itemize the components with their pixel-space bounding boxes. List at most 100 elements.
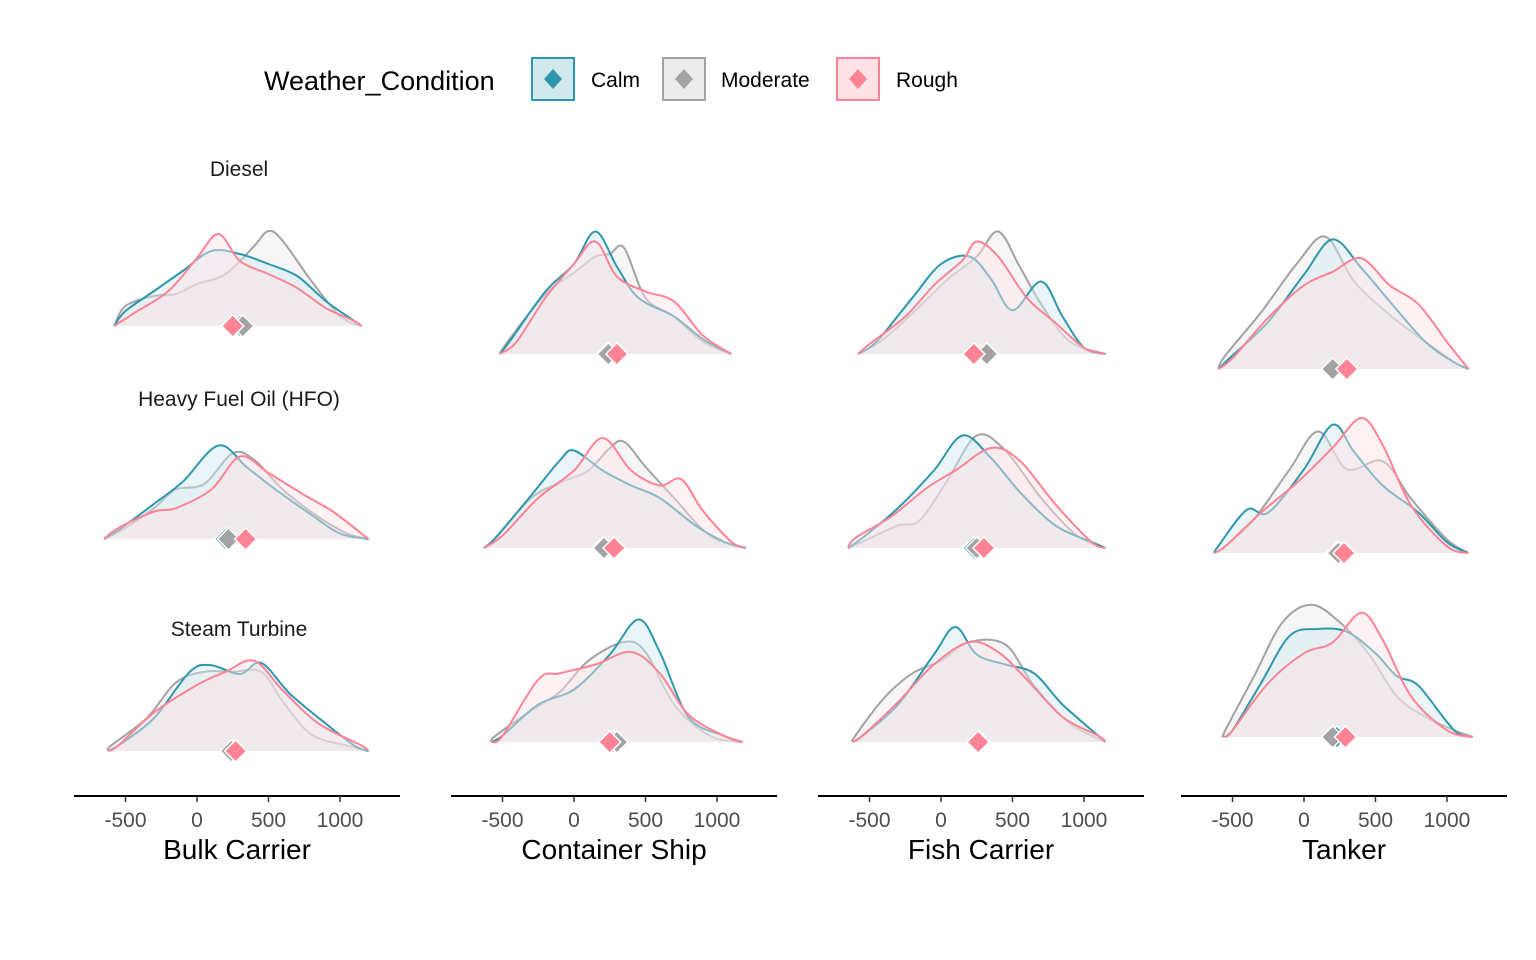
legend-label-rough: Rough — [896, 69, 958, 92]
legend-item-calm: Calm — [531, 57, 640, 101]
density-area-moderate-fish-carrier-diesel — [858, 231, 1106, 354]
density-area-calm-bulk-carrier-heavy-fuel-oil-hfo — [104, 445, 369, 539]
panel-tanker-steam-turbine — [1221, 603, 1474, 750]
x-axis-bulk-carrier: -500 0 500 1000 Bulk Carrier — [74, 795, 401, 865]
panel-tanker-heavy-fuel-oil-hfo — [1213, 416, 1470, 566]
density-area-calm-container-ship-diesel — [499, 231, 732, 354]
panel-bulk-carrier-diesel — [113, 229, 363, 339]
x-axis-fish-carrier: -500 0 500 1000 Fish Carrier — [818, 795, 1145, 865]
legend-title: Weather_Condition — [264, 66, 495, 96]
density-line-moderate-bulk-carrier-diesel — [113, 229, 362, 327]
legend-diamond-moderate-icon — [675, 69, 693, 89]
x-tick-label-container-ship-0: -500 — [481, 809, 523, 832]
column-label-container-ship: Container Ship — [521, 834, 706, 865]
mean-marker-rough-container-ship-diesel — [604, 341, 629, 367]
x-tick-label-container-ship-2: 500 — [628, 809, 663, 832]
x-tick-label-fish-carrier-0: -500 — [848, 809, 890, 832]
density-area-calm-container-ship-steam-turbine — [491, 619, 743, 742]
panel-container-ship-diesel — [498, 230, 732, 367]
mean-marker-rough-fish-carrier-diesel — [961, 341, 986, 367]
legend-key-calm — [531, 57, 575, 101]
column-label-fish-carrier: Fish Carrier — [908, 834, 1054, 865]
legend-label-calm: Calm — [591, 69, 640, 92]
row-label-diesel: Diesel — [210, 158, 268, 181]
density-line-calm-bulk-carrier-steam-turbine — [107, 661, 369, 752]
legend: Weather_Condition Calm Moderate Rough — [264, 57, 958, 101]
row-label-steam-turbine: Steam Turbine — [171, 618, 308, 641]
mean-marker-rough-bulk-carrier-steam-turbine — [223, 738, 248, 764]
density-area-moderate-container-ship-diesel — [499, 245, 732, 354]
density-area-moderate-tanker-diesel — [1218, 236, 1469, 369]
x-tick-label-tanker-3: 1000 — [1424, 809, 1471, 832]
density-line-rough-bulk-carrier-steam-turbine — [107, 659, 370, 752]
x-tick-label-tanker-2: 500 — [1358, 809, 1393, 832]
panel-container-ship-steam-turbine — [490, 618, 744, 755]
density-line-calm-fish-carrier-diesel — [857, 254, 1106, 355]
density-area-calm-bulk-carrier-steam-turbine — [108, 662, 369, 751]
density-line-calm-container-ship-steam-turbine — [490, 618, 744, 743]
mean-marker-rough-tanker-diesel — [1334, 356, 1359, 382]
density-area-rough-bulk-carrier-heavy-fuel-oil-hfo — [104, 456, 369, 539]
density-line-calm-tanker-steam-turbine — [1223, 627, 1474, 738]
density-area-rough-tanker-steam-turbine — [1223, 612, 1473, 737]
row-label-hfo: Heavy Fuel Oil (HFO) — [138, 388, 340, 411]
density-line-rough-fish-carrier-diesel — [857, 240, 1106, 355]
legend-item-rough: Rough — [836, 57, 958, 101]
density-panels — [103, 229, 1474, 764]
legend-label-moderate: Moderate — [721, 69, 810, 92]
mean-marker-rough-tanker-steam-turbine — [1333, 724, 1358, 750]
column-label-tanker: Tanker — [1302, 834, 1386, 865]
panel-bulk-carrier-heavy-fuel-oil-hfo — [103, 444, 370, 552]
density-area-rough-bulk-carrier-steam-turbine — [108, 660, 369, 751]
panel-tanker-diesel — [1217, 235, 1470, 382]
density-area-moderate-container-ship-heavy-fuel-oil-hfo — [483, 440, 746, 548]
x-tick-label-tanker-0: -500 — [1211, 809, 1253, 832]
density-line-calm-tanker-heavy-fuel-oil-hfo — [1213, 423, 1469, 554]
x-axis-tanker: -500 0 500 1000 Tanker — [1181, 795, 1508, 865]
density-line-moderate-fish-carrier-heavy-fuel-oil-hfo — [847, 433, 1106, 549]
density-line-rough-tanker-steam-turbine — [1223, 611, 1473, 738]
density-area-rough-bulk-carrier-diesel — [114, 233, 362, 326]
density-line-rough-container-ship-heavy-fuel-oil-hfo — [483, 436, 746, 549]
density-area-moderate-fish-carrier-steam-turbine — [851, 639, 1106, 742]
legend-item-moderate: Moderate — [662, 57, 810, 101]
density-line-moderate-container-ship-steam-turbine — [490, 640, 743, 743]
panel-fish-carrier-diesel — [857, 230, 1106, 367]
mean-marker-moderate-bulk-carrier-heavy-fuel-oil-hfo — [216, 526, 241, 552]
mean-marker-rough-container-ship-heavy-fuel-oil-hfo — [601, 535, 627, 561]
x-tick-label-bulk-carrier-2: 500 — [251, 809, 286, 832]
density-line-rough-tanker-heavy-fuel-oil-hfo — [1213, 416, 1469, 554]
panel-fish-carrier-steam-turbine — [851, 625, 1107, 755]
x-tick-label-bulk-carrier-3: 1000 — [317, 809, 364, 832]
density-area-calm-fish-carrier-heavy-fuel-oil-hfo — [848, 435, 1106, 548]
density-area-moderate-tanker-steam-turbine — [1222, 604, 1473, 738]
x-tick-label-bulk-carrier-0: -500 — [104, 809, 146, 832]
density-line-moderate-fish-carrier-diesel — [857, 230, 1106, 355]
density-area-moderate-bulk-carrier-diesel — [114, 230, 362, 326]
density-area-moderate-container-ship-steam-turbine — [490, 641, 743, 742]
density-area-rough-container-ship-heavy-fuel-oil-hfo — [483, 438, 746, 548]
mean-marker-rough-fish-carrier-heavy-fuel-oil-hfo — [971, 535, 996, 561]
density-line-calm-container-ship-heavy-fuel-oil-hfo — [483, 449, 746, 549]
row-labels: Diesel Heavy Fuel Oil (HFO) Steam Turbin… — [138, 158, 340, 641]
mean-marker-rough-bulk-carrier-heavy-fuel-oil-hfo — [233, 526, 258, 552]
mean-marker-rough-bulk-carrier-diesel — [220, 313, 245, 339]
density-area-calm-tanker-steam-turbine — [1223, 628, 1473, 737]
density-area-rough-fish-carrier-steam-turbine — [852, 641, 1106, 742]
density-area-moderate-bulk-carrier-heavy-fuel-oil-hfo — [104, 451, 369, 539]
density-line-rough-container-ship-diesel — [499, 240, 732, 355]
x-tick-label-bulk-carrier-1: 0 — [191, 809, 203, 832]
x-tick-label-fish-carrier-3: 1000 — [1061, 809, 1108, 832]
density-area-moderate-fish-carrier-heavy-fuel-oil-hfo — [848, 434, 1106, 548]
density-area-rough-fish-carrier-diesel — [858, 241, 1106, 354]
density-line-rough-fish-carrier-steam-turbine — [851, 640, 1107, 743]
density-area-calm-tanker-heavy-fuel-oil-hfo — [1213, 424, 1469, 553]
density-area-calm-fish-carrier-steam-turbine — [852, 627, 1106, 742]
panel-fish-carrier-heavy-fuel-oil-hfo — [847, 433, 1106, 561]
density-area-rough-container-ship-diesel — [499, 241, 732, 354]
density-line-rough-fish-carrier-heavy-fuel-oil-hfo — [847, 446, 1106, 549]
x-tick-label-fish-carrier-2: 500 — [995, 809, 1030, 832]
